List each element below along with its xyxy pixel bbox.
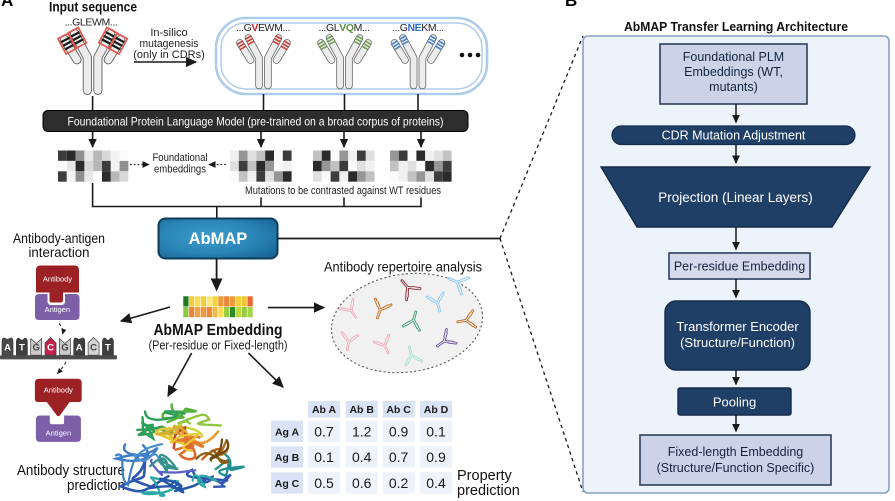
svg-text:0.9: 0.9 bbox=[426, 449, 446, 465]
svg-text:Antibody-antigen: Antibody-antigen bbox=[13, 230, 105, 246]
svg-text:CDR Mutation Adjustment: CDR Mutation Adjustment bbox=[662, 129, 806, 143]
svg-text:0.1: 0.1 bbox=[426, 423, 446, 439]
svg-text:T: T bbox=[19, 343, 25, 354]
svg-text:(only in CDRs): (only in CDRs) bbox=[133, 49, 205, 61]
svg-text:Antigen: Antigen bbox=[46, 429, 71, 438]
svg-text:Ab B: Ab B bbox=[349, 404, 374, 416]
svg-text:Projection (Linear Layers): Projection (Linear Layers) bbox=[658, 190, 813, 205]
svg-text:Ag A: Ag A bbox=[275, 426, 300, 438]
svg-text:In-silico: In-silico bbox=[150, 27, 187, 39]
svg-text:...GLEWM...: ...GLEWM... bbox=[65, 17, 118, 29]
svg-text:0.6: 0.6 bbox=[352, 475, 372, 491]
svg-text:C: C bbox=[90, 343, 97, 354]
svg-text:...GNEKM...: ...GNEKM... bbox=[392, 22, 444, 34]
svg-text:...GLVQM...: ...GLVQM... bbox=[318, 22, 369, 34]
svg-text:(Structure/Function): (Structure/Function) bbox=[680, 335, 795, 350]
svg-text:A: A bbox=[76, 343, 83, 354]
svg-text:G: G bbox=[61, 343, 68, 354]
svg-text:0.4: 0.4 bbox=[426, 475, 446, 491]
svg-text:1.2: 1.2 bbox=[352, 423, 372, 439]
svg-text:Ab A: Ab A bbox=[312, 404, 337, 416]
svg-text:interaction: interaction bbox=[29, 244, 90, 260]
svg-text:B: B bbox=[565, 0, 577, 10]
svg-text:G: G bbox=[33, 343, 40, 354]
svg-text:AbMAP Transfer Learning Archit: AbMAP Transfer Learning Architecture bbox=[624, 19, 848, 34]
svg-text:Ab C: Ab C bbox=[386, 404, 411, 416]
svg-text:embeddings: embeddings bbox=[154, 164, 206, 176]
svg-text:prediction: prediction bbox=[457, 483, 520, 499]
svg-text:mutagenesis: mutagenesis bbox=[140, 38, 199, 50]
svg-text:A: A bbox=[1, 0, 13, 10]
svg-text:Antibody: Antibody bbox=[43, 275, 72, 284]
svg-text:Ag C: Ag C bbox=[275, 478, 300, 490]
svg-text:Property: Property bbox=[457, 468, 513, 484]
svg-text:Foundational Protein Language: Foundational Protein Language Model (pre… bbox=[68, 115, 444, 129]
svg-text:Mutations to be contrasted aga: Mutations to be contrasted against WT re… bbox=[245, 185, 442, 197]
svg-text:0.1: 0.1 bbox=[314, 449, 334, 465]
svg-text:Per-residue Embedding: Per-residue Embedding bbox=[674, 260, 805, 274]
svg-text:Ab D: Ab D bbox=[424, 404, 449, 416]
svg-text:Embeddings (WT,: Embeddings (WT, bbox=[684, 65, 783, 79]
svg-text:Transformer Encoder: Transformer Encoder bbox=[676, 319, 799, 334]
svg-text:A: A bbox=[4, 343, 11, 354]
svg-text:Antigen: Antigen bbox=[45, 305, 70, 314]
svg-text:mutants): mutants) bbox=[709, 80, 758, 94]
svg-text:0.9: 0.9 bbox=[389, 423, 409, 439]
svg-text:Antibody repertoire analysis: Antibody repertoire analysis bbox=[324, 259, 482, 275]
svg-text:Input sequence: Input sequence bbox=[49, 0, 137, 15]
svg-text:Ag B: Ag B bbox=[275, 452, 300, 464]
svg-text:Pooling: Pooling bbox=[713, 395, 756, 410]
svg-text:(Structure/Function Specific): (Structure/Function Specific) bbox=[657, 461, 815, 475]
svg-text:Foundational PLM: Foundational PLM bbox=[683, 50, 784, 64]
svg-text:AbMAP: AbMAP bbox=[189, 230, 248, 248]
svg-text:C: C bbox=[47, 343, 54, 354]
svg-text:0.5: 0.5 bbox=[314, 475, 334, 491]
svg-text:Antibody structure: Antibody structure bbox=[17, 463, 125, 479]
svg-text:0.2: 0.2 bbox=[389, 475, 409, 491]
svg-text:(Per-residue or Fixed-length): (Per-residue or Fixed-length) bbox=[149, 338, 288, 353]
svg-text:Foundational: Foundational bbox=[153, 152, 208, 164]
svg-text:0.4: 0.4 bbox=[352, 449, 372, 465]
svg-text:Fixed-length Embedding: Fixed-length Embedding bbox=[668, 445, 804, 459]
svg-text:AbMAP Embedding: AbMAP Embedding bbox=[154, 322, 283, 339]
svg-text:0.7: 0.7 bbox=[314, 423, 334, 439]
svg-text:prediction: prediction bbox=[67, 478, 125, 494]
svg-text:Antibody: Antibody bbox=[44, 386, 73, 395]
svg-text:0.7: 0.7 bbox=[389, 449, 409, 465]
svg-text:...GVEWM...: ...GVEWM... bbox=[236, 22, 290, 34]
svg-text:T: T bbox=[105, 343, 111, 354]
